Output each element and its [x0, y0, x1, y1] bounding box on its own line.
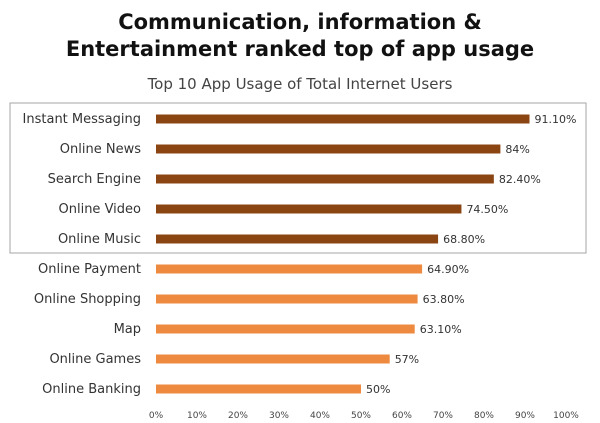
- x-tick-label: 70%: [433, 411, 453, 421]
- chart-title-line-2: Entertainment ranked top of app usage: [65, 37, 535, 61]
- bar: [156, 294, 418, 304]
- value-label: 74.50%: [466, 203, 508, 216]
- bar: [156, 144, 501, 154]
- value-label: 68.80%: [443, 233, 485, 246]
- x-tick-label: 90%: [515, 411, 535, 421]
- highlight-box: [9, 102, 587, 254]
- bar: [156, 324, 415, 334]
- value-label: 82.40%: [499, 173, 541, 186]
- bar: [156, 384, 361, 394]
- x-tick-label: 100%: [553, 411, 579, 421]
- bar: [156, 174, 494, 184]
- category-label: Online News: [60, 142, 141, 157]
- value-label: 57%: [395, 353, 419, 366]
- chart-title-line-1: Communication, information &: [118, 10, 482, 34]
- value-label: 50%: [366, 383, 390, 396]
- bar: [156, 264, 423, 274]
- value-label: 63.80%: [423, 293, 465, 306]
- category-label: Online Payment: [38, 262, 141, 277]
- bar: [156, 114, 530, 124]
- bar: [156, 234, 439, 244]
- bar: [156, 354, 390, 364]
- x-tick-label: 30%: [269, 411, 289, 421]
- chart-subtitle: Top 10 App Usage of Total Internet Users: [147, 75, 453, 93]
- value-label: 91.10%: [535, 113, 577, 126]
- x-tick-label: 40%: [310, 411, 330, 421]
- category-label: Search Engine: [48, 172, 141, 187]
- value-label: 64.90%: [427, 263, 469, 276]
- category-label: Online Banking: [42, 382, 141, 397]
- value-label: 84%: [505, 143, 529, 156]
- category-label: Online Shopping: [34, 292, 141, 307]
- x-tick-label: 60%: [392, 411, 412, 421]
- value-label: 63.10%: [420, 323, 462, 336]
- x-tick-label: 20%: [228, 411, 248, 421]
- x-tick-label: 0%: [149, 411, 164, 421]
- category-label: Map: [114, 322, 141, 337]
- category-label: Online Video: [59, 202, 142, 217]
- x-tick-label: 10%: [187, 411, 207, 421]
- category-label: Instant Messaging: [23, 112, 141, 127]
- chart-title: Communication, information & Entertainme…: [0, 9, 600, 63]
- category-label: Online Music: [58, 232, 141, 247]
- x-tick-label: 50%: [351, 411, 371, 421]
- category-label: Online Games: [49, 352, 141, 367]
- x-tick-label: 80%: [474, 411, 494, 421]
- bar: [156, 204, 462, 214]
